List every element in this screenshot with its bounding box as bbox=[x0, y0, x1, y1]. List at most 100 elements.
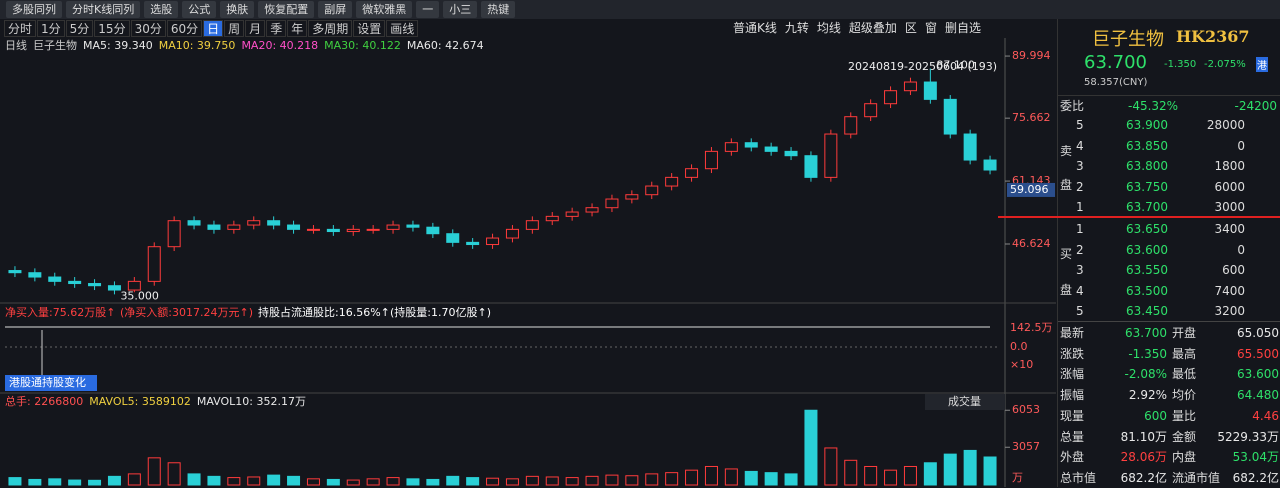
y-tick-label: 75.662 bbox=[1012, 111, 1051, 124]
candle-body bbox=[884, 90, 898, 105]
volume-bar bbox=[804, 409, 818, 486]
stat-value: 63.600 bbox=[1237, 367, 1279, 382]
candle-body bbox=[68, 280, 82, 285]
volume-bar bbox=[227, 477, 241, 486]
period-button[interactable]: 月 bbox=[245, 20, 266, 37]
flow-button-bg bbox=[5, 375, 97, 391]
volume-bar bbox=[764, 472, 778, 486]
period-button[interactable]: 30分 bbox=[130, 20, 166, 37]
volume-bar bbox=[943, 453, 957, 486]
candle bbox=[306, 225, 320, 234]
stat-label: 量比 bbox=[1172, 408, 1197, 423]
period-button[interactable]: 季 bbox=[266, 20, 287, 37]
order-level: 2 63.600 0 bbox=[1058, 240, 1280, 260]
header-text: MA20: 40.218 bbox=[241, 39, 318, 52]
order-level: 3 63.550 600 bbox=[1058, 260, 1280, 280]
diff: -24200 bbox=[1234, 99, 1277, 113]
chart-tool[interactable]: 区 bbox=[904, 21, 917, 35]
stat-value: 4.46 bbox=[1252, 408, 1279, 423]
level: 3 bbox=[1076, 263, 1084, 277]
flow-axis-label: 142.5万 bbox=[1010, 321, 1053, 334]
flow-button[interactable]: 港股通持股变化 bbox=[9, 375, 86, 389]
candle bbox=[28, 268, 42, 282]
order-level: 4 63.850 0 bbox=[1058, 136, 1280, 156]
period-button[interactable]: 5分 bbox=[65, 20, 94, 37]
volume-bar bbox=[28, 478, 42, 486]
toolbar-button[interactable]: 副屏 bbox=[318, 1, 353, 18]
volume-bar bbox=[88, 479, 102, 486]
stat-row: 现量 600 量比 4.46 bbox=[1058, 406, 1280, 426]
level-price: 63.900 bbox=[1126, 118, 1168, 132]
buy-side: 买 bbox=[1060, 247, 1073, 261]
candle bbox=[346, 225, 360, 236]
period-button[interactable]: 1分 bbox=[37, 20, 65, 37]
stat-value: 5229.33万 bbox=[1217, 429, 1279, 444]
period-button[interactable]: 日 bbox=[203, 20, 224, 37]
candle-body bbox=[764, 146, 778, 152]
candle bbox=[247, 216, 261, 230]
period-button[interactable]: 周 bbox=[224, 20, 245, 37]
toolbar-button[interactable]: 多股同列 bbox=[6, 1, 62, 18]
chart-tool[interactable]: 窗 bbox=[924, 21, 937, 35]
chart-tool[interactable]: 均线 bbox=[816, 21, 841, 35]
period-button[interactable]: 年 bbox=[287, 20, 308, 37]
stat-value: 65.500 bbox=[1237, 346, 1279, 361]
period-button[interactable]: 60分 bbox=[166, 20, 203, 37]
chart-tools: 普通K线 九转 均线 超级叠加区窗删自选 bbox=[733, 20, 981, 37]
order-level: 4 63.500 7400 bbox=[1058, 281, 1280, 301]
stat-label: 最新 bbox=[1060, 326, 1085, 340]
candle-body bbox=[28, 272, 42, 278]
period-button[interactable]: 分时 bbox=[4, 20, 37, 37]
candle bbox=[923, 68, 937, 104]
candle bbox=[366, 225, 380, 234]
candle-body bbox=[486, 237, 500, 246]
period-button[interactable]: 15分 bbox=[94, 20, 130, 37]
volume-selector[interactable]: 成交量 bbox=[948, 394, 981, 408]
volume-bar bbox=[446, 475, 460, 486]
y-tick-label: 46.624 bbox=[1012, 237, 1051, 250]
candle-body bbox=[963, 133, 977, 161]
volume-bar bbox=[625, 475, 639, 486]
cny: 58.357(CNY) bbox=[1084, 77, 1148, 88]
candle-body bbox=[744, 142, 758, 148]
chart-tool[interactable]: 九转 bbox=[784, 21, 809, 35]
toolbar-button[interactable]: 恢复配置 bbox=[258, 1, 315, 18]
volume-bar bbox=[884, 469, 898, 486]
toolbar-button[interactable]: 换肤 bbox=[220, 1, 255, 18]
volume-bar bbox=[525, 475, 539, 486]
level-price: 63.850 bbox=[1126, 138, 1168, 153]
toolbar-button[interactable]: 公式 bbox=[182, 1, 217, 18]
stat-row: 最新 63.700 开盘 65.050 bbox=[1058, 323, 1280, 343]
candle bbox=[625, 190, 639, 204]
toolbar-button[interactable]: 选股 bbox=[144, 1, 179, 18]
volume-bar bbox=[386, 477, 400, 486]
stat-value: 682.2亿 bbox=[1232, 470, 1279, 485]
sell-side: 卖 bbox=[1060, 144, 1073, 158]
chart-tool[interactable]: 超级叠加 bbox=[848, 21, 897, 35]
candle-body bbox=[366, 228, 380, 231]
header-text: MA30: 40.122 bbox=[324, 39, 401, 52]
period-button[interactable]: 画线 bbox=[386, 20, 419, 37]
chart-tool[interactable]: 普通K线 bbox=[733, 21, 777, 35]
toolbar-button[interactable]: 微软雅黑 bbox=[356, 1, 413, 18]
stat-value: 600 bbox=[1144, 408, 1167, 423]
chart-tool[interactable]: 删自选 bbox=[944, 21, 981, 35]
toolbar-button[interactable]: 小三 bbox=[443, 1, 478, 18]
candle bbox=[287, 220, 301, 234]
toolbar-button[interactable]: 热键 bbox=[481, 1, 516, 18]
period-button[interactable]: 多周期 bbox=[308, 20, 353, 37]
candle-body bbox=[466, 241, 480, 246]
candle-body bbox=[167, 220, 181, 248]
divider bbox=[1058, 321, 1280, 322]
period-button[interactable]: 设置 bbox=[353, 20, 386, 37]
toolbar-button[interactable]: 分时K线同列 bbox=[66, 1, 141, 18]
candle-body bbox=[983, 159, 997, 171]
volume-bar bbox=[147, 457, 161, 486]
stat-label: 现量 bbox=[1060, 408, 1085, 423]
candle bbox=[406, 220, 420, 232]
candle-body bbox=[704, 150, 718, 170]
toolbar-button[interactable]: 一 bbox=[416, 1, 440, 18]
candle-body bbox=[525, 220, 539, 230]
price: 63.700 bbox=[1084, 52, 1147, 73]
volume-bar bbox=[565, 477, 579, 486]
